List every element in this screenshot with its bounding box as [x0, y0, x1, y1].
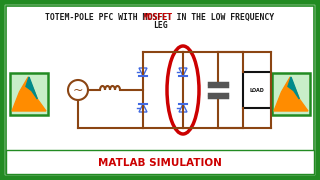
Text: LEG: LEG — [153, 21, 167, 30]
Text: LOAD: LOAD — [250, 87, 264, 93]
FancyBboxPatch shape — [10, 73, 48, 115]
Polygon shape — [26, 77, 37, 99]
FancyBboxPatch shape — [272, 73, 310, 115]
Text: TOTEM-POLE PFC WITH MOSFET IN THE LOW FREQUENCY: TOTEM-POLE PFC WITH MOSFET IN THE LOW FR… — [45, 12, 275, 21]
Polygon shape — [288, 77, 300, 99]
Polygon shape — [12, 77, 46, 111]
Polygon shape — [274, 77, 308, 111]
FancyBboxPatch shape — [2, 2, 318, 178]
Text: ~: ~ — [73, 84, 83, 97]
Text: MOSFET: MOSFET — [144, 12, 173, 21]
FancyBboxPatch shape — [6, 150, 314, 174]
Text: MATLAB SIMULATION: MATLAB SIMULATION — [98, 158, 222, 168]
FancyBboxPatch shape — [243, 72, 271, 108]
Circle shape — [68, 80, 88, 100]
